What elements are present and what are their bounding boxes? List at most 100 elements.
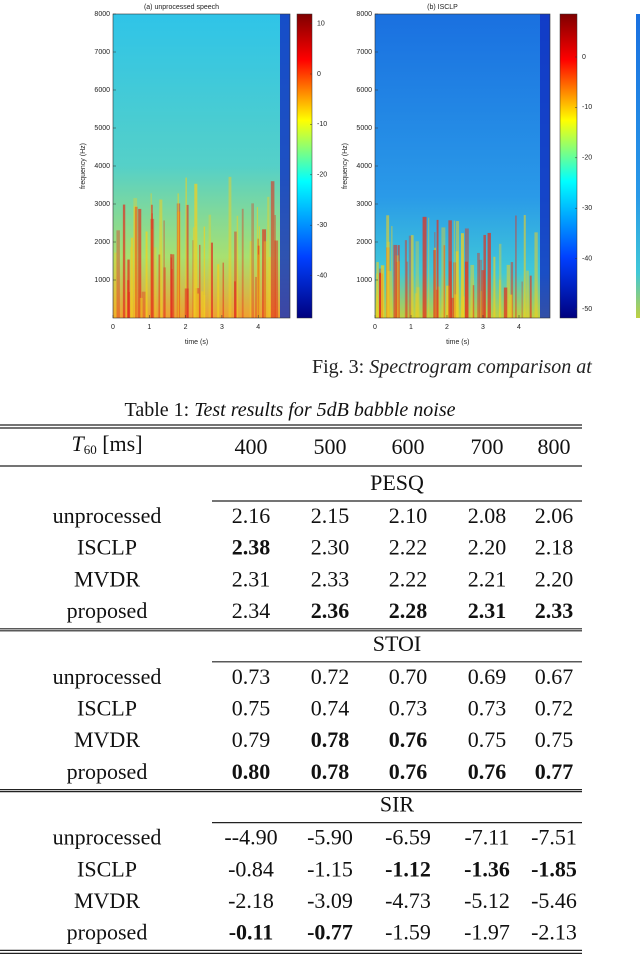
spectrogram-energy <box>203 226 206 318</box>
spectrogram-energy <box>258 226 260 318</box>
spectrogram-energy <box>415 241 419 318</box>
spectrogram-energy <box>446 285 450 318</box>
y-tick-label: 6000 <box>356 87 372 94</box>
spectrogram-energy <box>184 288 189 318</box>
section-name: PESQ <box>370 470 424 495</box>
spectrogram-energy <box>138 208 142 318</box>
cell: -1.97 <box>464 920 510 945</box>
cell: 0.75 <box>468 727 507 752</box>
cell: 2.18 <box>535 535 574 560</box>
cell: 0.73 <box>389 696 428 721</box>
spectrogram-energy <box>391 226 393 318</box>
row-label: proposed <box>67 920 148 945</box>
spectrogram-energy <box>141 291 146 318</box>
cell: 2.33 <box>535 598 574 623</box>
cell: 0.76 <box>389 727 428 752</box>
cell: -0.84 <box>228 856 274 881</box>
spectrogram-energy <box>177 193 179 318</box>
spectrogram-energy <box>376 295 378 318</box>
cell: 2.15 <box>311 503 350 528</box>
spectrogram-energy <box>263 241 268 318</box>
spectrogram-energy <box>133 206 138 318</box>
spectrogram-energy <box>192 227 195 318</box>
colorbar-tick-label: -10 <box>582 104 592 111</box>
y-tick-label: 8000 <box>356 11 372 18</box>
row-label: proposed <box>67 598 148 623</box>
cell: 0.75 <box>232 696 271 721</box>
spectrogram-energy <box>376 273 379 318</box>
spectrogram-energy <box>163 220 165 318</box>
spectrogram-energy <box>526 270 529 318</box>
colorbar-tick-label: -30 <box>582 205 592 212</box>
row-label: MVDR <box>74 727 140 752</box>
cell: 0.78 <box>311 759 350 784</box>
row-label: unprocessed <box>53 503 162 528</box>
cell: -5.90 <box>307 825 353 850</box>
cell: 0.73 <box>232 664 271 689</box>
cell: 0.72 <box>535 696 574 721</box>
cell: 2.34 <box>232 598 271 623</box>
table-caption: Test results for 5dB babble noise <box>194 399 455 421</box>
y-axis-label: frequency (Hz) <box>80 143 87 189</box>
spectrogram-energy <box>194 183 198 318</box>
caption-label: Fig. 3: <box>312 356 364 378</box>
spectrogram-energy <box>414 293 418 318</box>
spectrogram-energy <box>509 294 513 318</box>
spectrogram-edge <box>540 14 550 318</box>
cell: 0.67 <box>535 664 574 689</box>
y-tick-label: 1000 <box>94 277 110 284</box>
x-tick-label: 0 <box>111 324 115 331</box>
spectrogram <box>113 14 290 318</box>
spectrogram-energy <box>249 241 252 318</box>
spectrogram-energy <box>153 247 157 318</box>
x-tick-label: 1 <box>147 324 151 331</box>
spectrogram-energy <box>455 221 460 318</box>
colorbar-tick-label: -50 <box>582 306 592 313</box>
caption-text: Spectrogram comparison at <box>369 356 592 378</box>
spectrogram-energy <box>210 242 213 318</box>
spectrogram-energy <box>380 265 385 318</box>
spectrogram-energy <box>427 217 430 318</box>
y-tick-label: 8000 <box>94 11 110 18</box>
caption: Fig. 3: Spectrogram comparison at <box>312 356 592 378</box>
spectrogram-energy <box>145 231 148 318</box>
y-tick-label: 1000 <box>356 277 372 284</box>
cell: -1.59 <box>385 920 431 945</box>
spectrogram-partial <box>636 14 640 318</box>
column-header: 700 <box>471 434 504 459</box>
spectrogram-energy <box>134 206 138 318</box>
spectrogram-energy <box>159 199 163 318</box>
spectrogram-energy <box>506 264 511 318</box>
cell: 2.22 <box>389 566 428 591</box>
cell: 2.30 <box>311 535 350 560</box>
cell: -4.73 <box>385 888 431 913</box>
column-header: 500 <box>314 434 347 459</box>
spectrogram-energy <box>196 293 200 318</box>
spectrogram-energy <box>387 271 392 318</box>
x-tick-label: 3 <box>220 324 224 331</box>
spectrogram-energy <box>130 237 134 318</box>
y-tick-label: 4000 <box>94 163 110 170</box>
cell: -1.15 <box>307 856 353 881</box>
y-tick-label: 5000 <box>94 125 110 132</box>
x-tick-label: 0 <box>373 324 377 331</box>
spectrogram-energy <box>267 196 270 318</box>
row-label: proposed <box>67 759 148 784</box>
spectrogram-energy <box>208 214 212 318</box>
spectrogram-energy <box>453 262 457 318</box>
spectrogram-energy <box>186 204 189 318</box>
spectrogram-energy <box>515 215 517 318</box>
x-axis-label: time (s) <box>185 339 208 346</box>
figure: (a) unprocessed speech100020003000400050… <box>80 4 640 378</box>
y-tick-label: 2000 <box>94 239 110 246</box>
spectrogram-energy <box>406 261 409 318</box>
spectrogram-energy <box>483 234 486 318</box>
param-symbol: T <box>71 431 85 456</box>
cell: 2.10 <box>389 503 428 528</box>
cell: 0.74 <box>311 696 350 721</box>
cell: 2.06 <box>535 503 574 528</box>
spectrogram-energy <box>116 230 120 318</box>
cell: -1.85 <box>531 856 577 881</box>
spectrogram-energy <box>499 279 501 318</box>
spectrogram-energy <box>270 181 275 318</box>
